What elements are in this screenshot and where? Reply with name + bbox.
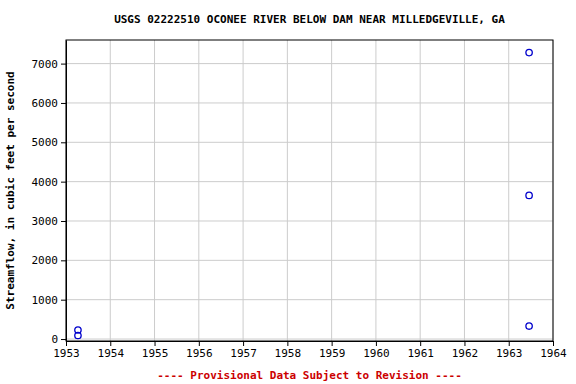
x-tick: 1960 [363, 341, 390, 360]
x-tick: 1963 [496, 341, 523, 360]
y-grid-line [66, 181, 553, 182]
point [75, 332, 81, 338]
x-tick: 1955 [142, 341, 169, 360]
y-grid-line [66, 339, 553, 340]
y-grid-line [66, 142, 553, 143]
y-axis: 0 1000 2000 3000 4000 5000 6000 7000 [32, 41, 67, 347]
y-tick-mark [61, 182, 66, 183]
x-tick-mark [464, 341, 465, 346]
y-tick: 2000 [32, 254, 67, 267]
y-axis-title: Streamflow, in cubic feet per second [4, 71, 17, 309]
y-tick-label: 6000 [32, 97, 59, 110]
y-tick-mark [61, 300, 66, 301]
y-tick-label: 7000 [32, 58, 59, 71]
grid [66, 40, 553, 341]
y-tick: 1000 [32, 294, 67, 307]
x-tick-label: 1963 [496, 347, 523, 360]
x-tick-mark [420, 341, 421, 346]
x-tick-label: 1956 [186, 347, 213, 360]
x-tick-label: 1954 [98, 347, 125, 360]
x-tick: 1954 [98, 341, 125, 360]
x-tick-label: 1955 [142, 347, 169, 360]
x-tick-label: 1961 [407, 347, 434, 360]
x-tick: 1958 [275, 341, 302, 360]
x-grid-line [464, 40, 465, 341]
y-axis-line [66, 41, 67, 342]
x-tick-label: 1953 [53, 347, 80, 360]
y-tick: 6000 [32, 97, 67, 110]
y-tick: 4000 [32, 176, 67, 189]
x-grid-line [420, 40, 421, 341]
x-tick-mark [66, 341, 67, 346]
x-tick-label: 1960 [363, 347, 390, 360]
y-tick-label: 5000 [32, 136, 59, 149]
x-grid-line [287, 40, 288, 341]
y-grid-line [66, 299, 553, 300]
x-tick-label: 1959 [319, 347, 346, 360]
y-tick: 3000 [32, 215, 67, 228]
y-tick-mark [61, 260, 66, 261]
y-tick-mark [61, 142, 66, 143]
y-tick-mark [61, 64, 66, 65]
y-tick: 7000 [32, 58, 67, 71]
y-tick-label: 0 [51, 333, 58, 346]
y-tick-label: 1000 [32, 294, 59, 307]
y-tick-label: 3000 [32, 215, 59, 228]
x-tick-mark [553, 341, 554, 346]
point [526, 323, 532, 329]
x-axis: 1953 1954 1955 1956 1957 1958 1959 1960 1961 1962… [53, 341, 567, 360]
y-tick-mark [61, 221, 66, 222]
x-tick-mark [110, 341, 111, 346]
y-grid-line [66, 220, 553, 221]
y-grid-line [66, 63, 553, 64]
x-tick: 1964 [540, 341, 567, 360]
chart: 1953 1954 1955 1956 1957 1958 1959 1960 1961 1962… [0, 0, 576, 384]
y-tick-mark [61, 339, 66, 340]
x-grid-line [110, 40, 111, 341]
y-tick-label: 2000 [32, 254, 59, 267]
x-grid-line [198, 40, 199, 341]
x-tick-label: 1958 [275, 347, 302, 360]
x-tick-mark [509, 341, 510, 346]
x-grid-line [375, 40, 376, 341]
title: USGS 02222510 OCONEE RIVER BELOW DAM NEA… [114, 13, 505, 26]
x-tick-label: 1964 [540, 347, 567, 360]
x-tick-mark [199, 341, 200, 346]
x-tick-mark [155, 341, 156, 346]
x-axis-line [67, 341, 554, 342]
x-tick: 1957 [230, 341, 257, 360]
x-tick-mark [376, 341, 377, 346]
point [526, 192, 532, 198]
x-tick: 1961 [407, 341, 434, 360]
x-grid-line [243, 40, 244, 341]
x-tick-mark [287, 341, 288, 346]
x-tick: 1959 [319, 341, 346, 360]
x-tick-label: 1962 [452, 347, 479, 360]
subtitle: ---- Provisional Data Subject to Revisio… [157, 369, 462, 382]
y-tick-label: 4000 [32, 176, 59, 189]
plot-frame [66, 40, 553, 341]
x-tick-label: 1957 [230, 347, 257, 360]
y-grid-line [66, 260, 553, 261]
x-tick: 1962 [452, 341, 479, 360]
y-tick: 5000 [32, 136, 67, 149]
points [75, 49, 533, 338]
y-grid-line [66, 102, 553, 103]
y-tick: 0 [51, 333, 66, 346]
x-tick-mark [243, 341, 244, 346]
x-grid-line [154, 40, 155, 341]
x-grid-line [508, 40, 509, 341]
point [526, 49, 532, 55]
x-grid-line [331, 40, 332, 341]
x-tick: 1956 [186, 341, 213, 360]
x-tick-mark [332, 341, 333, 346]
y-tick-mark [61, 103, 66, 104]
